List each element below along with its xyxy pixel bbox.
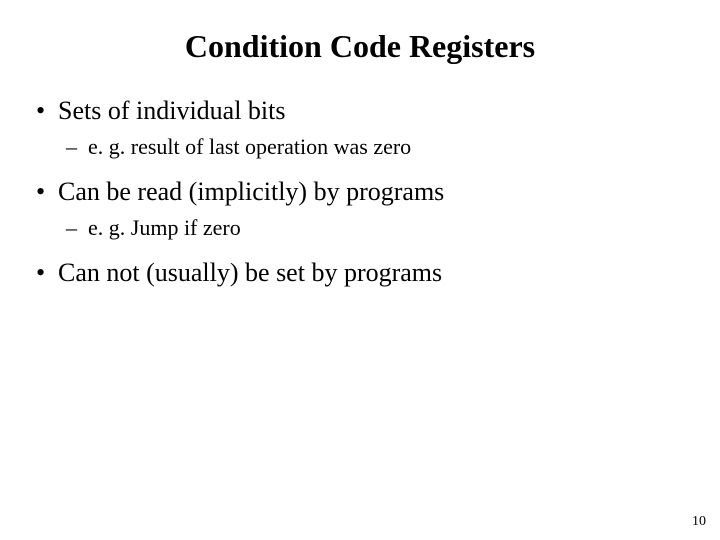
sub-item: e. g. result of last operation was zero — [30, 132, 690, 162]
page-number: 10 — [692, 514, 706, 530]
bullet-item: Can be read (implicitly) by programs — [30, 174, 690, 209]
bullet-list: Sets of individual bits e. g. result of … — [30, 93, 690, 290]
sub-item: e. g. Jump if zero — [30, 213, 690, 243]
sub-list: e. g. result of last operation was zero — [30, 132, 690, 162]
bullet-item: Can not (usually) be set by programs — [30, 255, 690, 290]
bullet-item: Sets of individual bits — [30, 93, 690, 128]
slide-title: Condition Code Registers — [30, 28, 690, 65]
sub-list: e. g. Jump if zero — [30, 213, 690, 243]
